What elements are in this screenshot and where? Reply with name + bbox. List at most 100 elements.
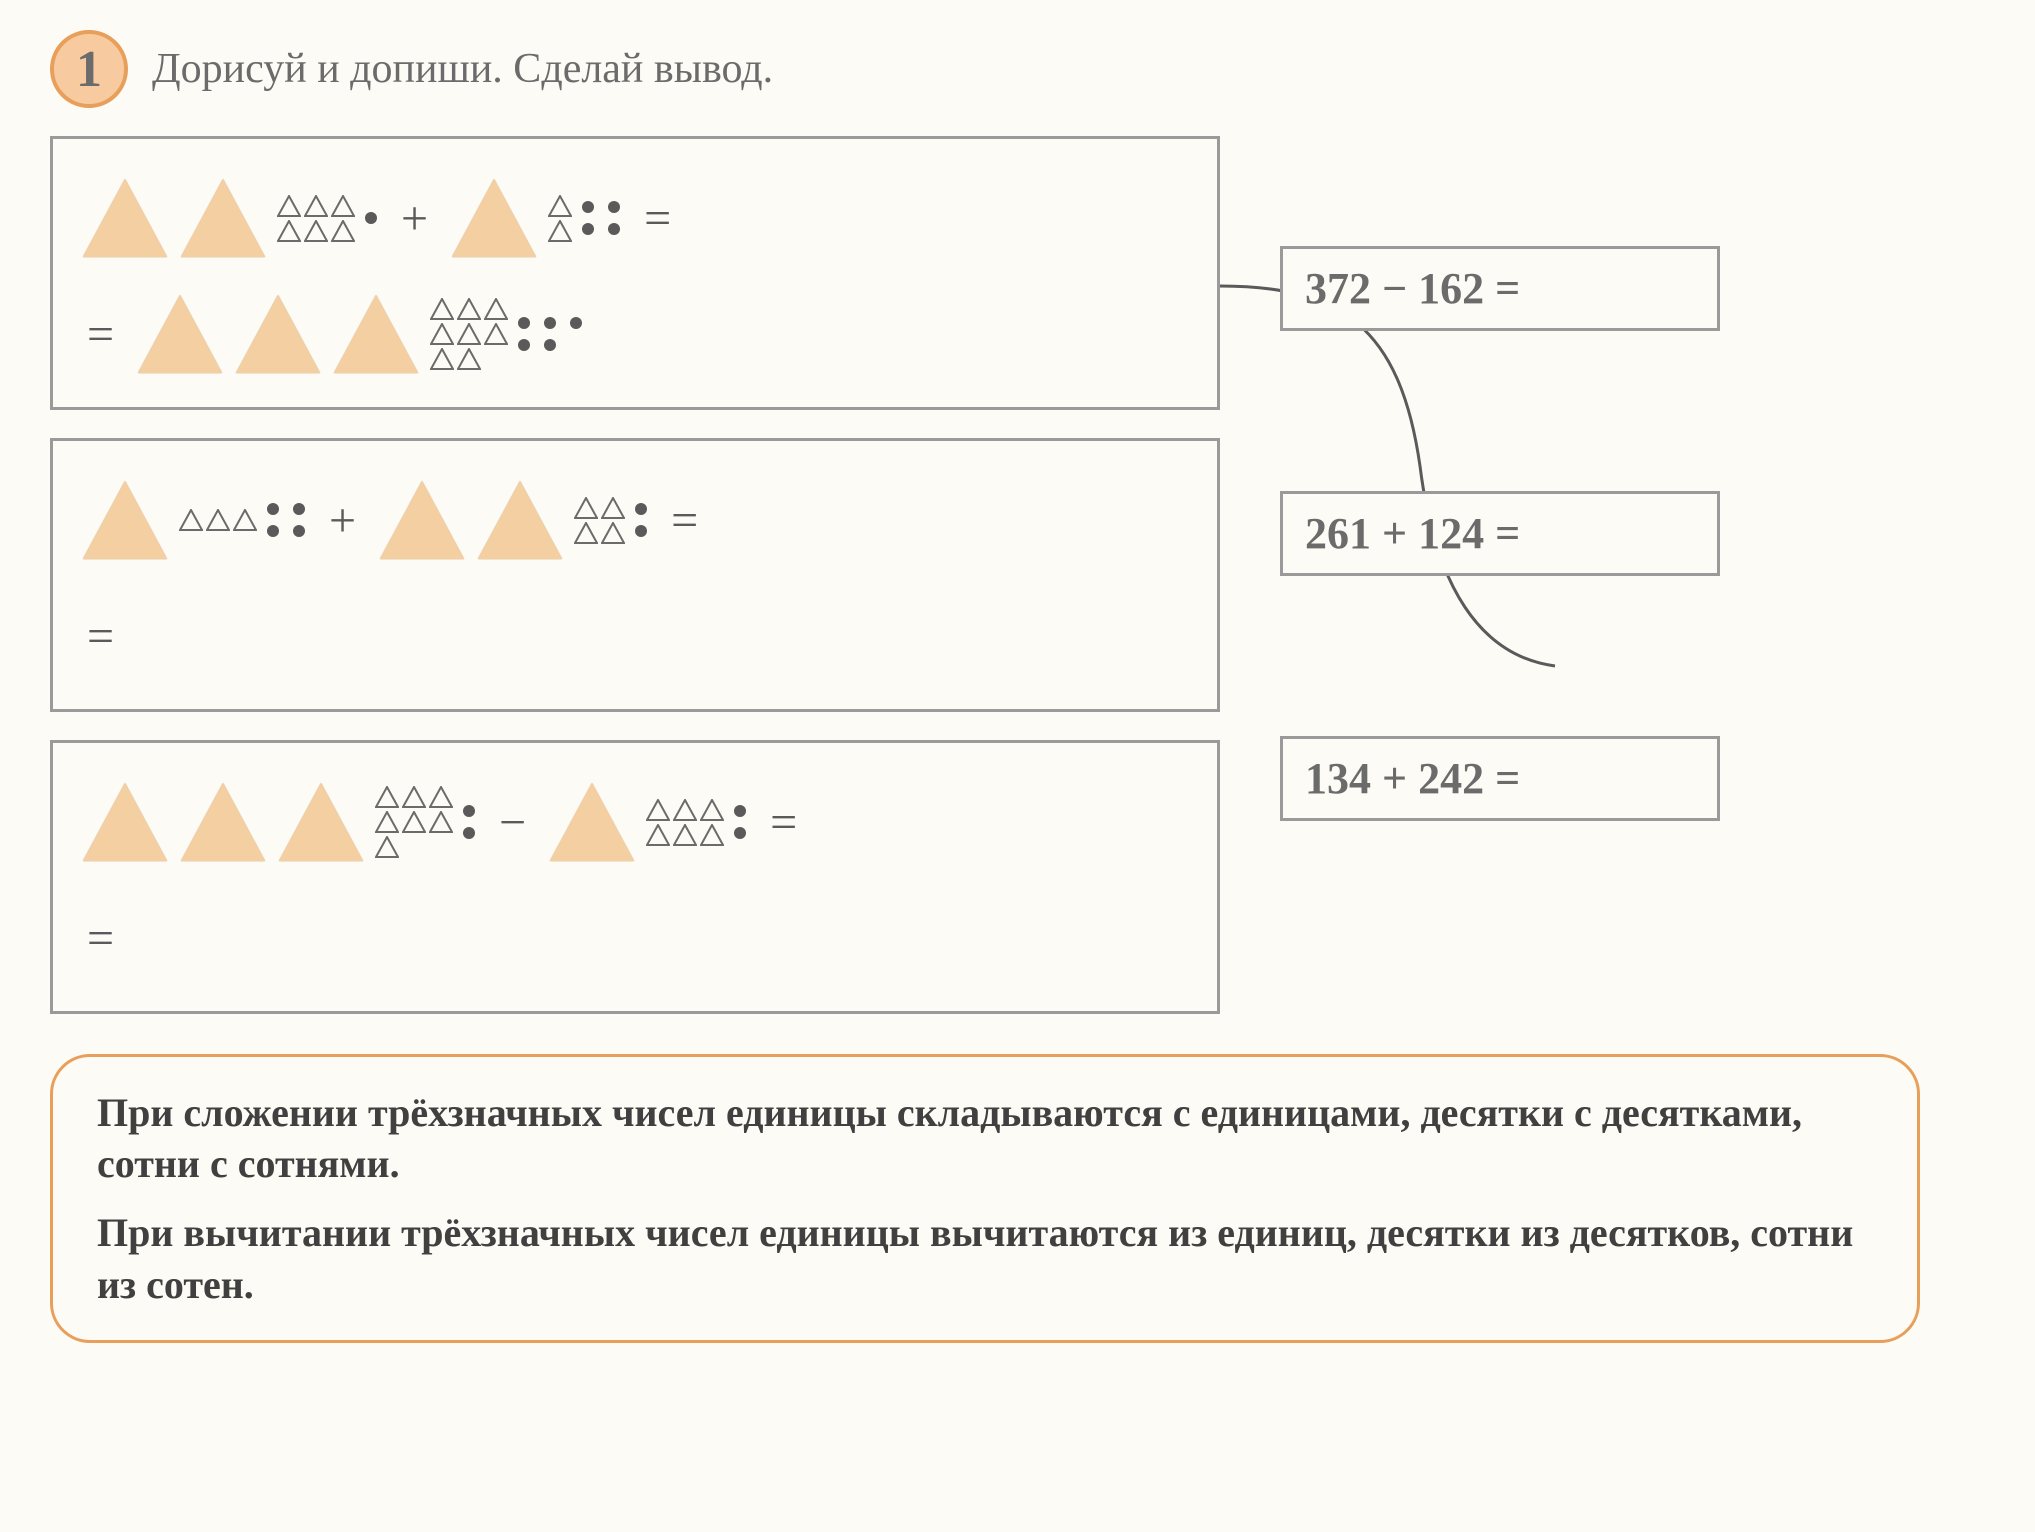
ten-triangle-icon bbox=[574, 497, 598, 519]
ten-triangle-icon bbox=[548, 195, 572, 217]
units-group bbox=[267, 503, 307, 537]
hundred-triangle-icon bbox=[138, 295, 222, 373]
ten-triangle-icon bbox=[430, 298, 454, 320]
hundred-triangle-icon bbox=[236, 295, 320, 373]
ten-triangle-icon bbox=[375, 811, 399, 833]
equations-column: 372 − 162 = 261 + 124 = 134 + 242 = bbox=[1280, 136, 1985, 821]
unit-dot-icon bbox=[267, 525, 279, 537]
unit-dot-icon bbox=[635, 503, 647, 515]
unit-dot-icon bbox=[582, 223, 594, 235]
ten-triangle-icon bbox=[601, 522, 625, 544]
expression-row: − bbox=[81, 767, 1189, 877]
unit-dot-icon bbox=[608, 201, 620, 213]
tens-group bbox=[430, 298, 508, 370]
ten-triangle-icon bbox=[402, 811, 426, 833]
plus-operator: + bbox=[395, 191, 434, 246]
unit-dot-icon bbox=[582, 201, 594, 213]
unit-dot-icon bbox=[635, 525, 647, 537]
ten-triangle-icon bbox=[429, 786, 453, 808]
left-operand bbox=[81, 179, 379, 257]
result-row: = bbox=[81, 581, 1189, 691]
unit-dot-icon bbox=[518, 339, 530, 351]
unit-dot-icon bbox=[544, 339, 556, 351]
left-operand bbox=[81, 783, 477, 861]
ten-triangle-icon bbox=[331, 195, 355, 217]
ten-triangle-icon bbox=[700, 799, 724, 821]
expression-row: + bbox=[81, 163, 1189, 273]
hundred-triangle-icon bbox=[83, 179, 167, 257]
ten-triangle-icon bbox=[429, 811, 453, 833]
ten-triangle-icon bbox=[457, 348, 481, 370]
unit-dot-icon bbox=[463, 805, 475, 817]
unit-dot-icon bbox=[365, 212, 377, 224]
ten-triangle-icon bbox=[179, 509, 203, 531]
panels-column: + bbox=[50, 136, 1220, 1014]
units-group bbox=[734, 805, 748, 839]
hundred-triangle-icon bbox=[83, 783, 167, 861]
ten-triangle-icon bbox=[430, 348, 454, 370]
ten-triangle-icon bbox=[375, 836, 399, 858]
left-operand bbox=[81, 481, 307, 559]
equals-operator: = bbox=[764, 795, 803, 850]
tens-group bbox=[574, 497, 625, 544]
equation-box-2[interactable]: 261 + 124 = bbox=[1280, 491, 1720, 576]
unit-dot-icon bbox=[518, 317, 530, 329]
ten-triangle-icon bbox=[601, 497, 625, 519]
content-area: + bbox=[50, 136, 1985, 1014]
shape-panel-2: + bbox=[50, 438, 1220, 712]
equals-operator: = bbox=[665, 493, 704, 548]
ten-triangle-icon bbox=[304, 195, 328, 217]
tens-group bbox=[277, 195, 355, 242]
hundred-triangle-icon bbox=[380, 481, 464, 559]
equals-operator: = bbox=[81, 911, 120, 966]
ten-triangle-icon bbox=[484, 323, 508, 345]
ten-triangle-icon bbox=[233, 509, 257, 531]
tens-group bbox=[375, 786, 453, 858]
equation-text: 261 + 124 = bbox=[1305, 509, 1520, 558]
unit-dot-icon bbox=[293, 525, 305, 537]
equation-box-3[interactable]: 134 + 242 = bbox=[1280, 736, 1720, 821]
ten-triangle-icon bbox=[673, 824, 697, 846]
ten-triangle-icon bbox=[277, 195, 301, 217]
plus-operator: + bbox=[323, 493, 362, 548]
unit-dot-icon bbox=[544, 317, 556, 329]
ten-triangle-icon bbox=[331, 220, 355, 242]
equation-box-1[interactable]: 372 − 162 = bbox=[1280, 246, 1720, 331]
equals-operator: = bbox=[81, 609, 120, 664]
ten-triangle-icon bbox=[646, 799, 670, 821]
hundred-triangle-icon bbox=[83, 481, 167, 559]
ten-triangle-icon bbox=[484, 298, 508, 320]
units-group bbox=[365, 212, 379, 224]
ten-triangle-icon bbox=[646, 824, 670, 846]
hundred-triangle-icon bbox=[550, 783, 634, 861]
ten-triangle-icon bbox=[277, 220, 301, 242]
unit-dot-icon bbox=[267, 503, 279, 515]
task-number-badge: 1 bbox=[50, 30, 128, 108]
expression-row: + bbox=[81, 465, 1189, 575]
equation-text: 134 + 242 = bbox=[1305, 754, 1520, 803]
ten-triangle-icon bbox=[457, 323, 481, 345]
unit-dot-icon bbox=[570, 317, 582, 329]
units-group bbox=[582, 201, 622, 235]
hundred-triangle-icon bbox=[181, 783, 265, 861]
equals-operator: = bbox=[638, 191, 677, 246]
equals-operator: = bbox=[81, 307, 120, 362]
right-operand bbox=[548, 783, 748, 861]
ten-triangle-icon bbox=[673, 799, 697, 821]
result-row: = bbox=[81, 279, 1189, 389]
units-group bbox=[518, 317, 584, 351]
task-instruction: Дорисуй и допиши. Сделай вывод. bbox=[152, 45, 773, 93]
unit-dot-icon bbox=[734, 827, 746, 839]
tens-group bbox=[179, 509, 257, 531]
tens-group bbox=[548, 195, 572, 242]
ten-triangle-icon bbox=[375, 786, 399, 808]
ten-triangle-icon bbox=[548, 220, 572, 242]
hundred-triangle-icon bbox=[181, 179, 265, 257]
unit-dot-icon bbox=[463, 827, 475, 839]
hundred-triangle-icon bbox=[478, 481, 562, 559]
hundred-triangle-icon bbox=[452, 179, 536, 257]
unit-dot-icon bbox=[608, 223, 620, 235]
tens-group bbox=[646, 799, 724, 846]
ten-triangle-icon bbox=[304, 220, 328, 242]
hundred-triangle-icon bbox=[279, 783, 363, 861]
